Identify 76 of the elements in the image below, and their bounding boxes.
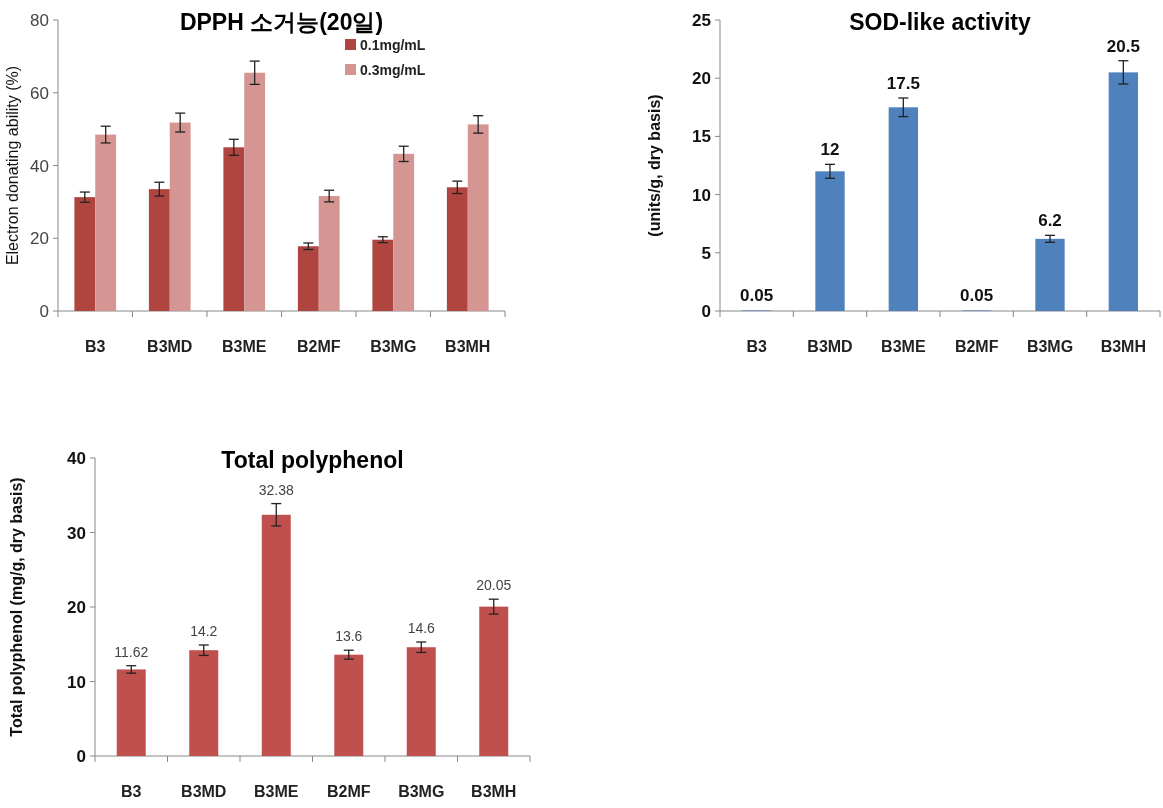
x-tick-label: B3MH	[471, 783, 517, 800]
bar	[1108, 72, 1138, 311]
x-tick-label: B3MG	[1026, 338, 1074, 355]
y-tick-label: 80	[30, 11, 49, 30]
x-tick-label: B3MH	[1100, 338, 1147, 355]
bar	[334, 654, 364, 756]
data-label: 11.62	[114, 643, 149, 660]
data-label: 20.05	[476, 577, 512, 594]
x-tick-label: B3ME	[881, 338, 926, 355]
legend-label: 0.3mg/mL	[360, 62, 426, 78]
bar	[223, 147, 245, 311]
y-tick-label: 30	[67, 523, 86, 543]
y-tick-label: 40	[30, 156, 49, 176]
bar	[189, 650, 219, 756]
x-tick-label: B3ME	[254, 783, 299, 800]
y-axis-title: Total polyphenol (mg/g, dry basis)	[8, 477, 25, 737]
bar	[372, 239, 394, 311]
bar	[148, 189, 170, 311]
bar	[169, 122, 191, 311]
y-tick-label: 0	[701, 302, 711, 321]
y-tick-label: 5	[701, 243, 711, 263]
bar	[244, 72, 266, 311]
data-label: 13.6	[335, 628, 363, 645]
bar	[261, 514, 291, 756]
x-tick-label: B2MF	[954, 338, 999, 355]
data-label: 6.2	[1038, 211, 1062, 231]
x-tick-label: B3ME	[222, 338, 267, 355]
bar	[888, 107, 918, 311]
y-tick-label: 10	[692, 185, 711, 205]
y-tick-label: 20	[692, 69, 711, 89]
x-tick-label: B3	[85, 338, 106, 355]
data-label: 12	[820, 140, 840, 160]
data-label: 32.38	[258, 481, 294, 498]
data-label: 14.2	[190, 622, 218, 639]
x-tick-label: B2MF	[326, 783, 371, 800]
bar	[467, 124, 489, 311]
bar	[297, 246, 319, 311]
x-tick-label: B2MF	[296, 338, 341, 355]
x-tick-label: B3MG	[398, 783, 445, 800]
bar	[406, 647, 436, 756]
bar	[479, 606, 509, 756]
y-axis-title: (units/g, dry basis)	[646, 94, 663, 237]
bar	[95, 134, 117, 311]
y-tick-label: 40	[67, 449, 86, 468]
bar	[446, 187, 468, 311]
chart-title: SOD-like activity	[849, 9, 1031, 35]
y-tick-label: 20	[67, 598, 86, 617]
y-tick-label: 0	[39, 302, 49, 321]
chart-title: Total polyphenol	[221, 447, 404, 473]
bar	[1035, 238, 1065, 311]
y-tick-label: 15	[692, 127, 711, 147]
y-tick-label: 10	[67, 672, 86, 692]
y-tick-label: 0	[76, 747, 86, 766]
y-tick-label: 25	[692, 11, 711, 30]
chart-title: DPPH 소거능(20일)	[179, 9, 384, 35]
x-tick-label: B3	[121, 783, 142, 800]
x-tick-label: B3MD	[147, 338, 193, 355]
bar	[815, 171, 845, 311]
bar	[318, 196, 340, 311]
x-tick-label: B3MG	[370, 338, 417, 355]
data-label: 17.5	[886, 73, 920, 93]
bar	[393, 153, 415, 311]
x-tick-label: B3	[746, 338, 767, 355]
data-label: 0.05	[740, 286, 774, 306]
y-tick-label: 60	[30, 83, 49, 103]
y-tick-label: 20	[30, 229, 49, 249]
y-axis-title: Electron donating ability (%)	[4, 65, 21, 266]
x-tick-label: B3MD	[807, 338, 853, 355]
bar	[74, 197, 96, 311]
data-label: 20.5	[1106, 36, 1140, 56]
legend-label: 0.1mg/mL	[360, 37, 426, 53]
data-label: 14.6	[407, 620, 436, 637]
x-tick-label: B3MD	[181, 783, 227, 800]
bar	[116, 669, 146, 756]
data-label: 0.05	[960, 286, 994, 306]
x-tick-label: B3MH	[445, 338, 491, 355]
